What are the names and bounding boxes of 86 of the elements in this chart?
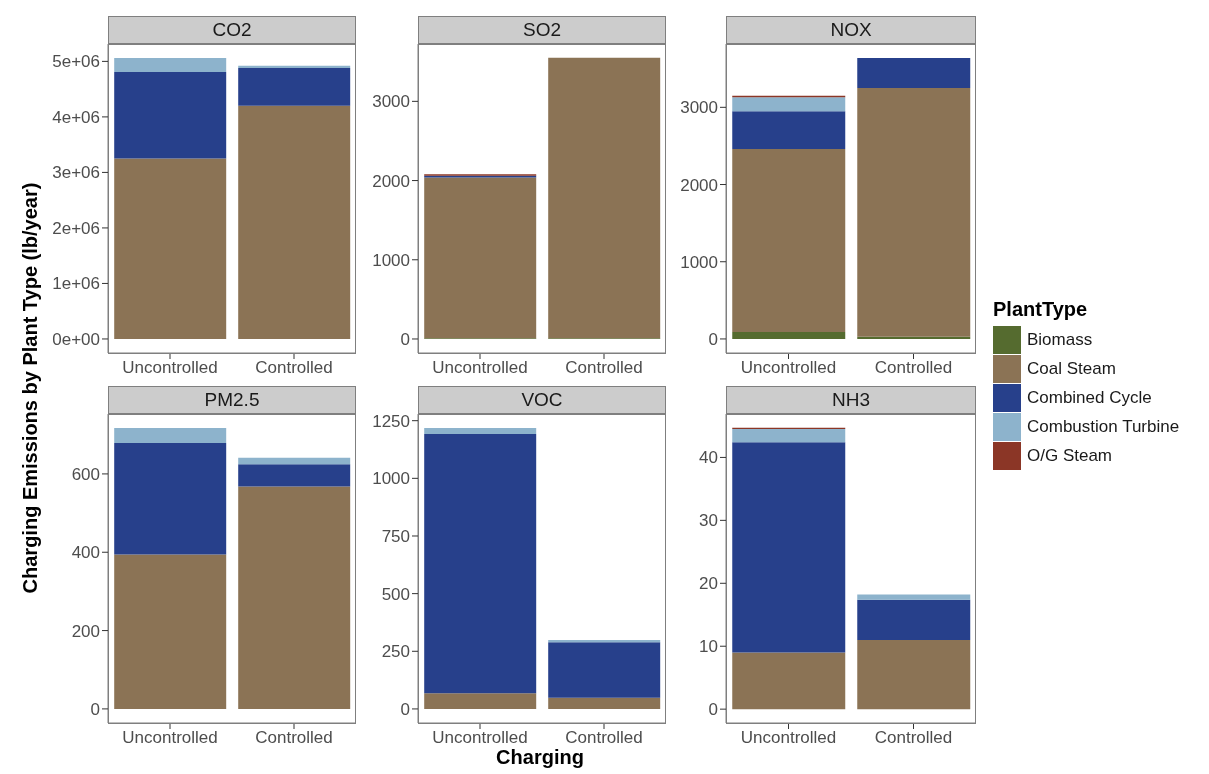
y-tick-label: 40 — [699, 448, 718, 468]
y-tick-label: 500 — [381, 584, 410, 604]
x-tick-label: Controlled — [874, 358, 953, 378]
y-tick-label: 0 — [90, 699, 100, 719]
y-tick-label: 5e+06 — [52, 52, 100, 72]
chart-title: NH3 — [831, 389, 870, 411]
x-tick-label: Uncontrolled — [122, 728, 218, 748]
y-tick-label: 3000 — [680, 98, 718, 118]
y-tick-label: 0 — [708, 329, 718, 349]
x-tick-label: Controlled — [565, 728, 643, 748]
legend-label: Combustion Turbine — [1027, 416, 1180, 437]
y-tick-label: 200 — [71, 621, 100, 641]
y-tick-label: 0 — [400, 330, 410, 350]
y-axis-title: Charging Emissions by Plant Type (lb/year) — [18, 182, 42, 594]
y-tick-label: 2000 — [680, 175, 718, 195]
bar — [424, 428, 537, 435]
chart-title: NOX — [830, 19, 872, 41]
y-tick-label: 3e+06 — [52, 163, 100, 183]
y-tick-label: 250 — [381, 642, 410, 662]
y-tick-label: 2e+06 — [52, 218, 100, 238]
bar — [732, 429, 846, 443]
x-tick-label: Uncontrolled — [740, 358, 837, 378]
chart-title: VOC — [521, 389, 563, 411]
bar — [114, 428, 227, 443]
x-tick-label: Uncontrolled — [122, 358, 218, 378]
x-tick-label: Uncontrolled — [432, 728, 528, 748]
chart-title: PM2.5 — [204, 389, 260, 411]
x-tick-label: Controlled — [255, 358, 333, 378]
bar — [238, 464, 351, 487]
bar — [424, 693, 537, 709]
legend-label: Biomass — [1027, 329, 1093, 350]
bar — [114, 442, 227, 555]
y-tick-label: 1250 — [372, 411, 410, 431]
bar — [424, 434, 537, 694]
y-tick-label: 600 — [71, 464, 100, 484]
legend-title: PlantType — [993, 298, 1089, 321]
y-tick-label: 1000 — [680, 252, 718, 272]
y-tick-label: 1000 — [372, 250, 410, 270]
bar — [238, 65, 351, 69]
y-tick-label: 30 — [699, 511, 718, 531]
legend-label: Coal Steam — [1027, 358, 1116, 379]
bar — [732, 111, 846, 150]
y-tick-label: 750 — [381, 527, 410, 547]
bar — [114, 158, 227, 339]
y-tick-label: 0 — [708, 700, 718, 720]
y-tick-label: 4e+06 — [52, 107, 100, 127]
bar — [548, 57, 661, 339]
bar — [732, 442, 846, 653]
y-tick-label: 0e+00 — [52, 329, 100, 349]
chart-title: SO2 — [522, 19, 562, 41]
bar — [114, 58, 227, 72]
bar — [238, 457, 351, 465]
y-tick-label: 1e+06 — [52, 274, 100, 294]
x-tick-label: Controlled — [255, 728, 333, 748]
chart-title: CO2 — [212, 19, 252, 41]
y-tick-label: 1000 — [372, 469, 410, 489]
bar — [238, 486, 351, 709]
bar — [857, 599, 971, 640]
bar — [548, 642, 661, 698]
bar — [857, 594, 971, 600]
bar — [732, 149, 846, 332]
x-tick-label: Uncontrolled — [740, 728, 837, 748]
y-tick-label: 20 — [699, 574, 718, 594]
bar — [114, 554, 227, 709]
legend-label: Combined Cycle — [1027, 387, 1152, 408]
y-tick-label: 10 — [699, 637, 718, 657]
bar — [857, 639, 971, 710]
x-axis-title: Charging — [496, 746, 584, 769]
bar — [732, 97, 846, 112]
bar — [732, 332, 846, 339]
x-tick-label: Controlled — [565, 358, 643, 378]
bar — [238, 105, 351, 339]
legend-label: O/G Steam — [1027, 445, 1113, 466]
y-tick-label: 400 — [71, 543, 100, 563]
bar — [548, 697, 661, 709]
bar — [114, 71, 227, 159]
y-tick-label: 2000 — [372, 171, 410, 191]
bar — [857, 88, 971, 337]
bar — [424, 177, 537, 339]
y-tick-label: 3000 — [372, 92, 410, 112]
bar — [732, 652, 846, 710]
bar — [857, 57, 971, 89]
x-tick-label: Controlled — [874, 728, 953, 748]
bar — [238, 68, 351, 106]
x-tick-label: Uncontrolled — [432, 358, 528, 378]
y-tick-label: 0 — [400, 699, 410, 719]
